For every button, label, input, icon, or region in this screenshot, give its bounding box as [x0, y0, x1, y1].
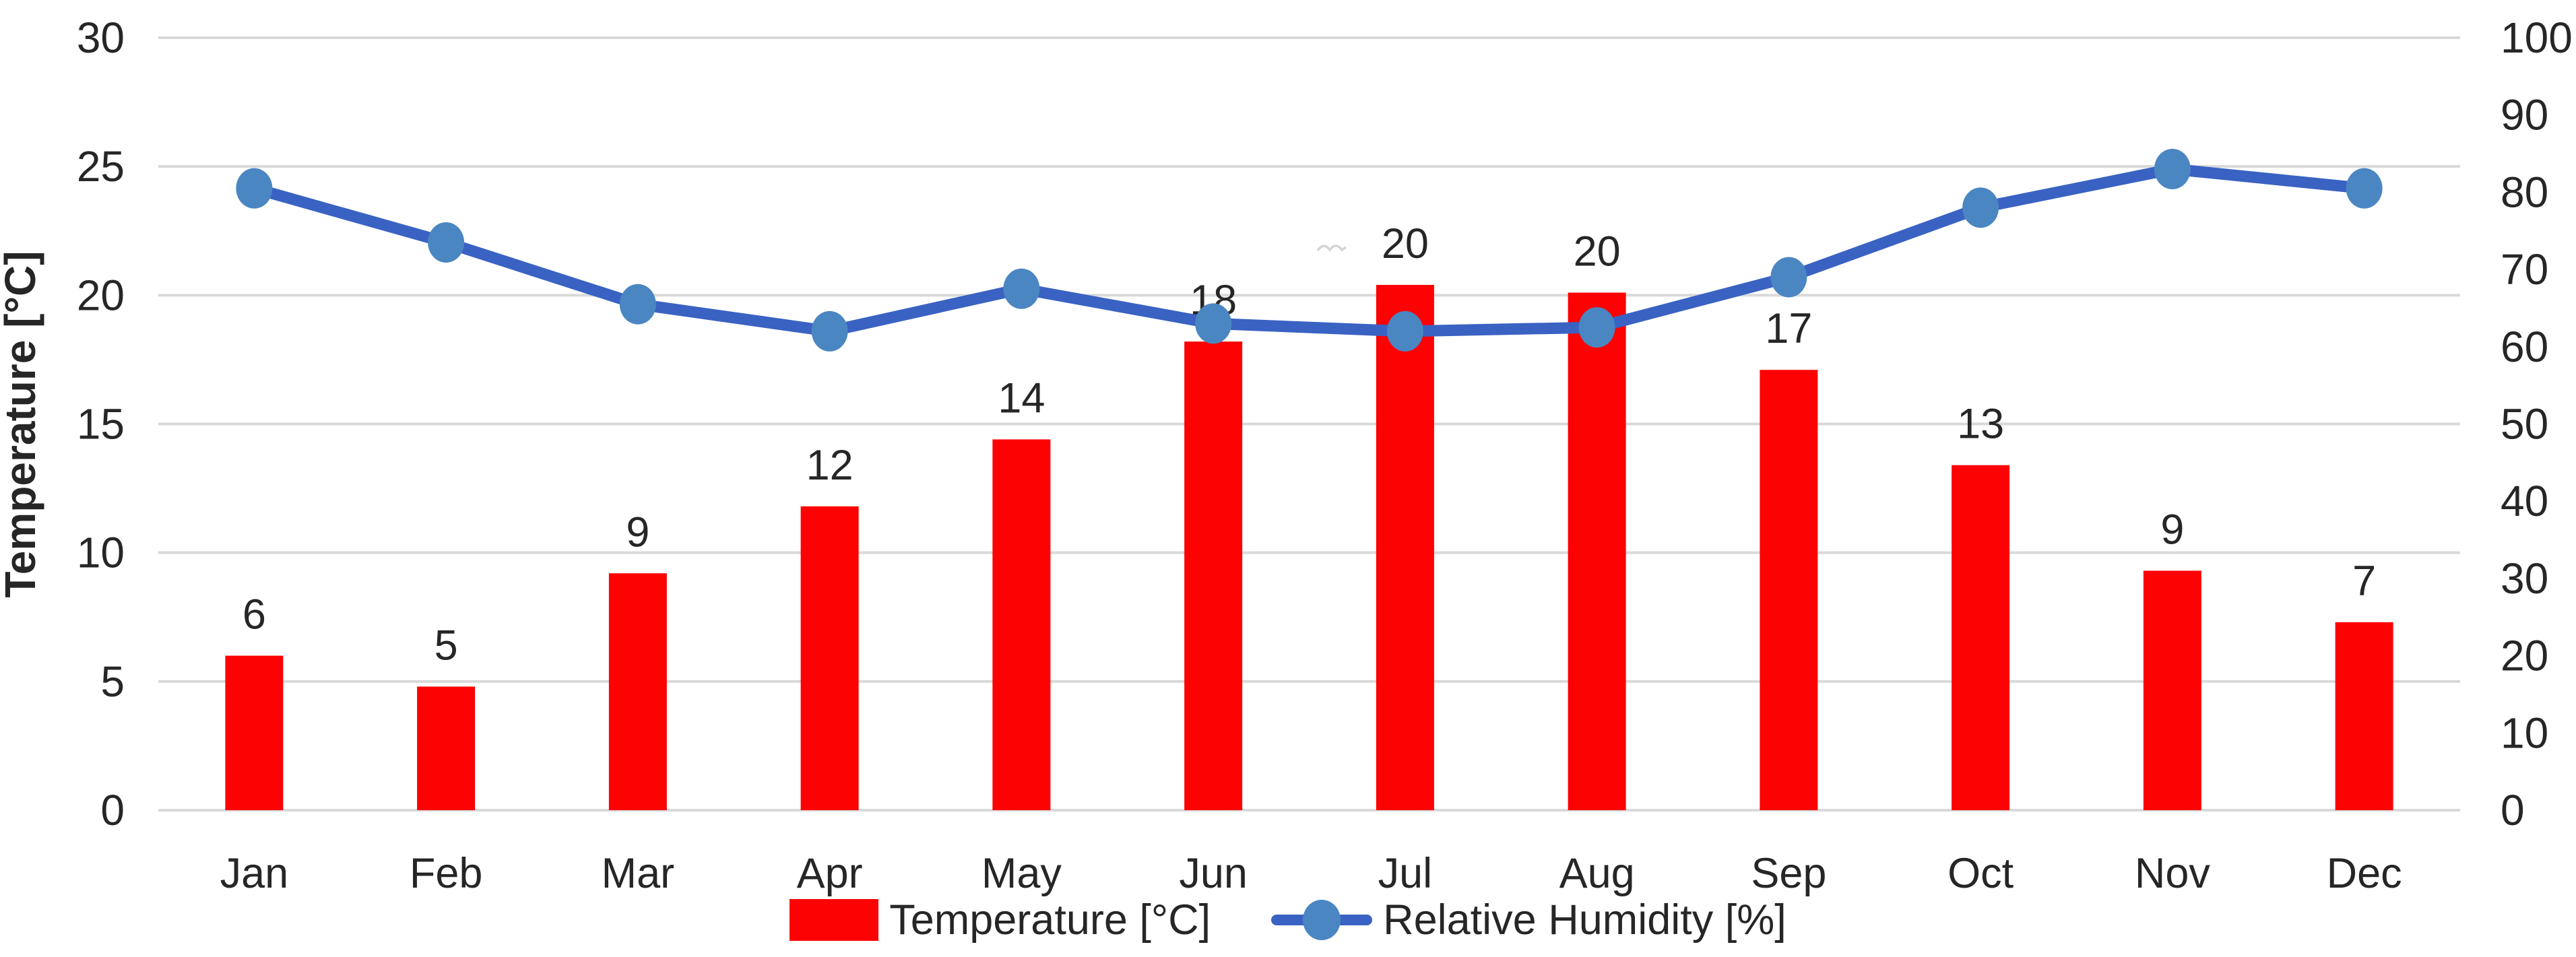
bar-Apr[interactable]: [800, 506, 859, 810]
point-Sep[interactable]: [1770, 257, 1807, 298]
bar-Oct[interactable]: [1952, 465, 2010, 810]
point-Aug[interactable]: [1578, 307, 1615, 348]
x-axis-label-Jun: Jun: [1179, 850, 1248, 897]
left-axis-tick: 20: [77, 271, 125, 319]
bar-label-Jul: 20: [1382, 220, 1429, 267]
legend-item-humidity[interactable]: Relative Humidity [%]: [1271, 898, 1786, 942]
point-Nov[interactable]: [2154, 148, 2191, 189]
chart-legend: Temperature [°C] Relative Humidity [%]: [0, 893, 2576, 947]
legend-item-temperature[interactable]: Temperature [°C]: [790, 896, 1211, 944]
bar-label-Dec: 7: [2352, 558, 2376, 605]
right-axis-tick: 30: [2501, 554, 2548, 603]
point-Mar[interactable]: [619, 284, 656, 325]
left-axis-title: Temperature [°C]: [0, 251, 44, 597]
x-axis-label-May: May: [981, 850, 1062, 897]
point-Feb[interactable]: [428, 222, 465, 263]
right-axis-tick: 10: [2501, 708, 2548, 757]
bar-Jan[interactable]: [225, 655, 284, 810]
bar-Nov[interactable]: [2143, 570, 2201, 810]
point-Oct[interactable]: [1962, 187, 1999, 228]
bar-label-Sep: 17: [1765, 305, 1812, 352]
bar-label-May: 14: [998, 374, 1045, 422]
legend-label-temperature: Temperature [°C]: [889, 896, 1211, 944]
point-Jan[interactable]: [236, 168, 273, 209]
bar-label-Mar: 9: [626, 508, 649, 556]
left-axis-tick: 0: [100, 786, 125, 834]
right-axis-tick: 100: [2501, 13, 2573, 62]
right-axis-tick: 40: [2501, 477, 2548, 525]
x-axis-label-Mar: Mar: [602, 850, 675, 897]
bar-label-Nov: 9: [2160, 506, 2184, 553]
bar-Dec[interactable]: [2335, 622, 2393, 810]
bar-Feb[interactable]: [417, 686, 476, 810]
x-axis-label-Apr: Apr: [797, 850, 863, 897]
smudge-artifact: [1316, 244, 1347, 252]
x-axis-label-Jan: Jan: [220, 850, 289, 897]
right-axis-tick: 70: [2501, 245, 2548, 294]
right-axis-tick: 90: [2501, 91, 2548, 139]
bar-Jun[interactable]: [1184, 341, 1243, 810]
humidity-line[interactable]: [248, 163, 2371, 337]
temperature-swatch-icon: [790, 899, 879, 941]
x-axis-label-Oct: Oct: [1947, 850, 2014, 897]
legend-label-humidity: Relative Humidity [%]: [1383, 896, 1786, 944]
bar-Jul[interactable]: [1376, 285, 1434, 810]
bar-label-Apr: 12: [806, 442, 854, 489]
left-axis-tick: 15: [77, 400, 125, 449]
right-axis-tick: 0: [2501, 786, 2525, 834]
left-axis-tick: 5: [100, 657, 125, 706]
right-axis-tick: 60: [2501, 323, 2548, 371]
right-axis-tick: 20: [2501, 632, 2548, 680]
left-axis-tick: 10: [77, 529, 125, 577]
point-May[interactable]: [1003, 268, 1040, 309]
bar-Aug[interactable]: [1568, 292, 1626, 810]
point-Jul[interactable]: [1386, 310, 1423, 352]
point-Jun[interactable]: [1195, 303, 1232, 344]
bar-May[interactable]: [992, 439, 1051, 810]
x-axis-label-Jul: Jul: [1378, 850, 1433, 897]
right-axis-tick: 80: [2501, 168, 2548, 216]
bar-label-Jan: 6: [243, 591, 266, 638]
point-Dec[interactable]: [2346, 168, 2383, 209]
bar-label-Aug: 20: [1574, 228, 1621, 275]
x-axis-label-Feb: Feb: [410, 850, 483, 897]
left-axis-tick: 25: [77, 142, 125, 191]
x-axis-label-Dec: Dec: [2327, 850, 2402, 897]
bar-label-Oct: 13: [1957, 401, 2004, 448]
x-axis-label-Nov: Nov: [2135, 850, 2211, 897]
point-Apr[interactable]: [811, 310, 848, 352]
x-axis-label-Aug: Aug: [1559, 850, 1635, 897]
humidity-line-marker-icon: [1271, 898, 1373, 942]
bar-Sep[interactable]: [1760, 370, 1818, 810]
bar-Mar[interactable]: [608, 573, 667, 810]
bar-label-Feb: 5: [434, 622, 458, 669]
x-axis-label-Sep: Sep: [1751, 850, 1826, 897]
right-axis-tick: 50: [2501, 400, 2548, 449]
left-axis-tick: 30: [77, 13, 125, 62]
